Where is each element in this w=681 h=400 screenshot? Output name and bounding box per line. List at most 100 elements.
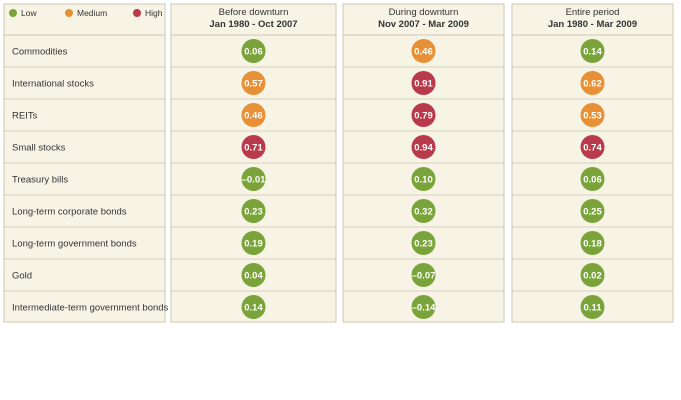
value-label: 0.18 (583, 239, 602, 250)
value-bubble-high: 0.74 (580, 135, 605, 159)
value-label: 0.71 (244, 143, 263, 154)
column-subtitle-2: Jan 1980 - Mar 2009 (548, 19, 637, 30)
legend-dot-high (133, 9, 141, 17)
value-label: 0.06 (583, 175, 602, 186)
row-label: Small stocks (12, 143, 66, 154)
value-circle (241, 295, 266, 319)
value-circle (411, 263, 436, 287)
value-circle (241, 231, 266, 255)
row-label: Intermediate-term government bonds (12, 303, 169, 314)
value-circle (580, 199, 605, 223)
value-bubble-low: 0.11 (580, 295, 605, 319)
legend-item-high: High (133, 8, 163, 18)
value-bubble-high: 0.71 (241, 135, 266, 159)
legend: Low Medium High (9, 8, 163, 18)
table-row: Intermediate-term government bonds 0.14 –0… (12, 295, 605, 319)
value-label: 0.53 (583, 111, 602, 122)
value-circle (580, 231, 605, 255)
value-bubble-high: 0.91 (411, 71, 436, 95)
row-label: International stocks (12, 79, 94, 90)
legend-item-low: Low (9, 8, 37, 18)
value-circle (411, 199, 436, 223)
value-bubble-low: –0.14 (411, 295, 436, 319)
value-circle (580, 71, 605, 95)
value-label: 0.19 (244, 239, 263, 250)
value-circle (241, 103, 266, 127)
value-label: 0.32 (414, 207, 433, 218)
value-label: 0.23 (414, 239, 433, 250)
value-circle (411, 103, 436, 127)
value-bubble-medium: 0.46 (241, 103, 266, 127)
value-circle (580, 263, 605, 287)
value-circle (241, 71, 266, 95)
value-circle (241, 135, 266, 159)
value-label: 0.91 (414, 79, 433, 90)
value-bubble-low: 0.02 (580, 263, 605, 287)
value-circle (411, 231, 436, 255)
value-circle (241, 39, 266, 63)
value-bubble-low: 0.06 (580, 167, 605, 191)
value-label: –0.07 (412, 271, 436, 282)
value-circle (411, 135, 436, 159)
legend-label-high: High (145, 8, 163, 18)
value-bubble-medium: 0.53 (580, 103, 605, 127)
value-label: 0.62 (583, 79, 602, 90)
table-row: Long-term government bonds 0.19 0.23 0.18 (4, 231, 673, 260)
value-label: 0.25 (583, 207, 602, 218)
value-label: 0.14 (583, 47, 602, 58)
value-bubble-low: 0.19 (241, 231, 266, 255)
row-label: Commodities (12, 47, 68, 58)
value-bubble-low: 0.25 (580, 199, 605, 223)
value-label: 0.04 (244, 271, 263, 282)
row-label: Gold (12, 271, 32, 282)
value-label: –0.01 (242, 175, 266, 186)
table-row: Treasury bills –0.01 0.10 0.06 (4, 167, 673, 196)
value-bubble-high: 0.79 (411, 103, 436, 127)
value-bubble-low: 0.23 (411, 231, 436, 255)
column-subtitle-0: Jan 1980 - Oct 2007 (209, 19, 297, 30)
value-bubble-low: 0.14 (580, 39, 605, 63)
value-bubble-low: 0.18 (580, 231, 605, 255)
value-bubble-low: –0.07 (411, 263, 436, 287)
value-bubble-medium: 0.62 (580, 71, 605, 95)
value-circle (411, 39, 436, 63)
value-bubble-low: 0.32 (411, 199, 436, 223)
value-label: 0.94 (414, 143, 433, 154)
value-circle (241, 263, 266, 287)
value-bubble-medium: 0.46 (411, 39, 436, 63)
value-label: 0.23 (244, 207, 263, 218)
value-circle (580, 39, 605, 63)
value-circle (411, 295, 436, 319)
value-circle (241, 199, 266, 223)
value-circle (580, 167, 605, 191)
value-bubble-low: 0.14 (241, 295, 266, 319)
value-label: 0.10 (414, 175, 433, 186)
value-circle (411, 167, 436, 191)
column-title-0: Before downturn (219, 7, 289, 18)
column-subtitle-1: Nov 2007 - Mar 2009 (378, 19, 469, 30)
value-bubble-low: 0.04 (241, 263, 266, 287)
table-row: Small stocks 0.71 0.94 0.74 (4, 135, 673, 164)
table-row: Long-term corporate bonds 0.23 0.32 0.25 (4, 199, 673, 228)
value-bubble-low: 0.06 (241, 39, 266, 63)
row-label: Long-term corporate bonds (12, 207, 127, 218)
value-label: 0.79 (414, 111, 433, 122)
row-label: REITs (12, 111, 38, 122)
value-bubble-low: 0.10 (411, 167, 436, 191)
legend-dot-low (9, 9, 17, 17)
row-label: Long-term government bonds (12, 239, 137, 250)
value-label: 0.46 (414, 47, 433, 58)
value-label: 0.74 (583, 143, 602, 154)
legend-label-low: Low (21, 8, 37, 18)
value-label: 0.57 (244, 79, 263, 90)
legend-item-medium: Medium (65, 8, 107, 18)
value-label: 0.11 (584, 303, 603, 314)
value-label: –0.14 (412, 303, 436, 314)
value-circle (241, 167, 266, 191)
value-circle (580, 295, 605, 319)
value-bubble-low: –0.01 (241, 167, 266, 191)
row-label: Treasury bills (12, 175, 68, 186)
value-label: 0.02 (583, 271, 602, 282)
